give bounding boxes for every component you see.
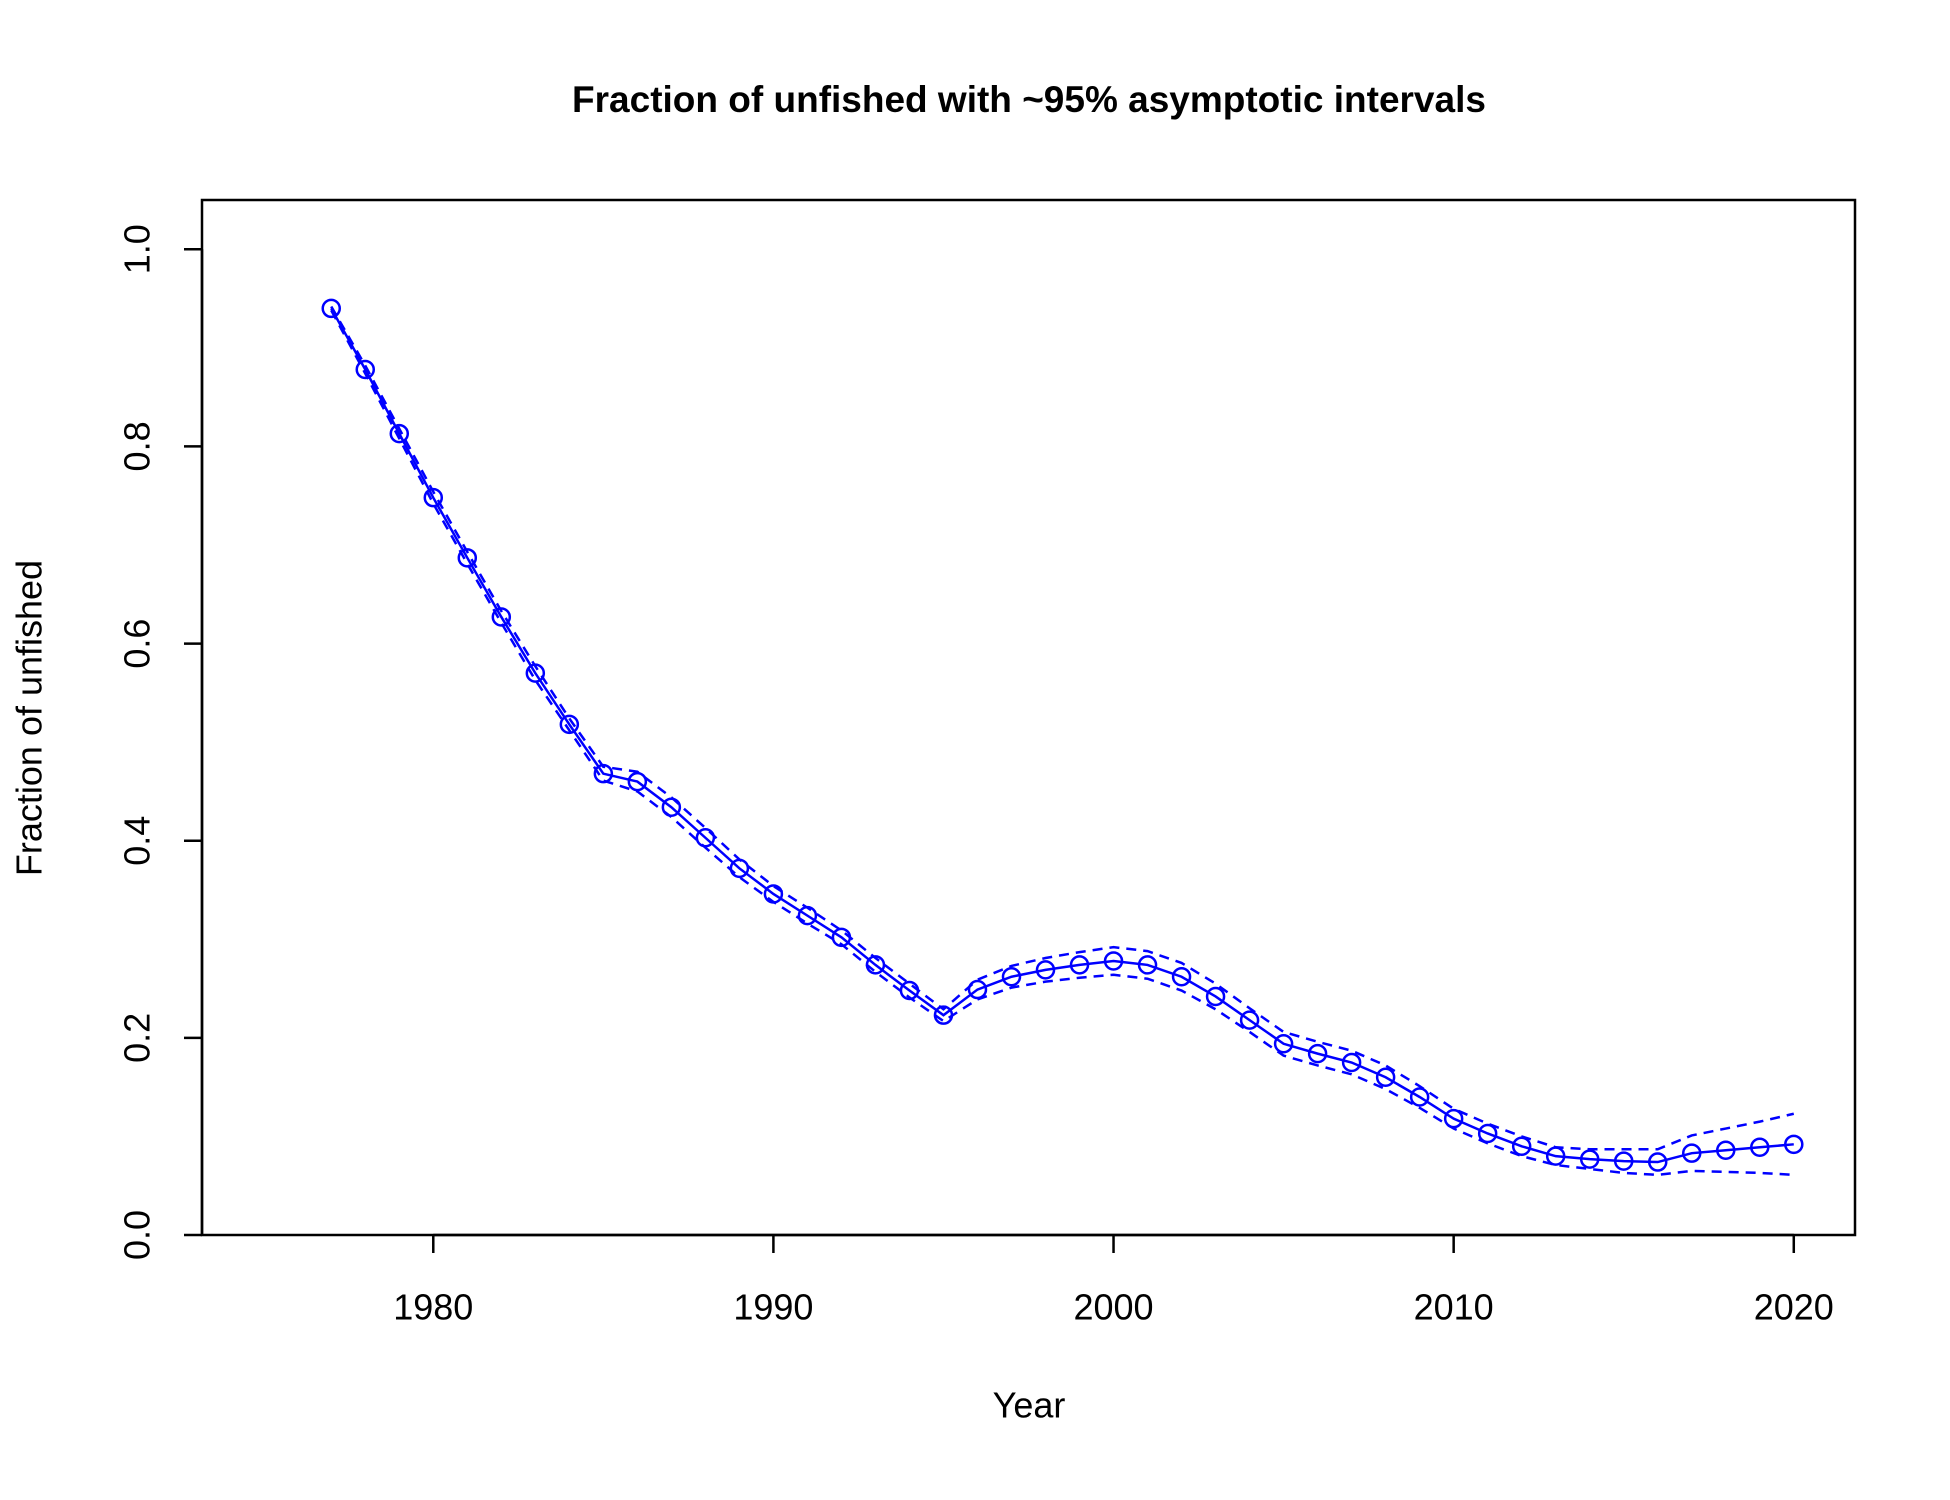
data-point	[1409, 1087, 1430, 1107]
interval-line	[330, 309, 1794, 1177]
data-point	[1171, 966, 1192, 987]
data-point	[1001, 966, 1022, 987]
y-tick-label: 0.4	[117, 816, 158, 866]
data-point	[1239, 1010, 1260, 1030]
y-axis-label: Fraction of unfished	[9, 560, 50, 876]
data-point	[525, 663, 546, 683]
data-point	[1613, 1151, 1634, 1171]
data-point	[1511, 1136, 1532, 1157]
y-tick-label: 0.6	[117, 619, 158, 669]
data-point	[661, 797, 682, 817]
x-tick-label: 2020	[1754, 1287, 1834, 1328]
data-point	[1035, 960, 1056, 980]
data-point	[423, 487, 444, 508]
data-point	[763, 884, 784, 904]
data-point	[1579, 1149, 1600, 1169]
data-point	[1137, 955, 1158, 975]
data-point	[1647, 1152, 1668, 1172]
data-point	[865, 955, 886, 975]
data-point	[1716, 1140, 1736, 1160]
data-point	[729, 858, 750, 879]
x-tick-label: 1980	[393, 1287, 473, 1328]
data-point	[933, 1005, 954, 1025]
x-tick-label: 1990	[733, 1287, 813, 1328]
y-tick-label: 0.2	[117, 1013, 158, 1063]
data-point	[831, 927, 852, 948]
data-point	[1341, 1052, 1362, 1073]
data-point	[1750, 1137, 1770, 1158]
data-point	[797, 905, 818, 926]
x-axis-label: Year	[993, 1385, 1066, 1426]
chart-title: Fraction of unfished with ~95% asymptoti…	[572, 79, 1486, 120]
x-tick-label: 2000	[1073, 1287, 1153, 1328]
data-point	[1273, 1034, 1294, 1054]
data-point	[899, 980, 920, 1001]
data-point	[1307, 1043, 1328, 1064]
data-point	[1443, 1108, 1464, 1129]
interval-line	[330, 305, 1795, 1151]
data-point	[627, 771, 648, 792]
data-point	[389, 423, 410, 444]
data-point	[355, 359, 376, 380]
data-point	[491, 607, 512, 627]
data-point	[1103, 951, 1124, 971]
y-tick-label: 1.0	[117, 224, 158, 274]
x-tick-label: 2010	[1414, 1287, 1494, 1328]
data-point	[321, 298, 341, 319]
data-point	[1205, 986, 1226, 1007]
data-point	[457, 548, 478, 568]
data-point	[559, 714, 580, 735]
plot-frame	[200, 198, 1857, 1237]
data-line	[330, 307, 1794, 1164]
data-point	[1681, 1143, 1702, 1163]
data-point	[967, 979, 988, 1000]
y-tick-label: 0.0	[117, 1210, 158, 1260]
data-point	[1069, 955, 1090, 975]
data-point	[1545, 1146, 1566, 1166]
data-point	[1784, 1134, 1804, 1155]
data-point	[1375, 1067, 1396, 1088]
data-point	[593, 763, 614, 784]
data-point	[695, 828, 716, 848]
y-tick-label: 0.8	[117, 421, 158, 471]
data-point	[1477, 1123, 1498, 1144]
